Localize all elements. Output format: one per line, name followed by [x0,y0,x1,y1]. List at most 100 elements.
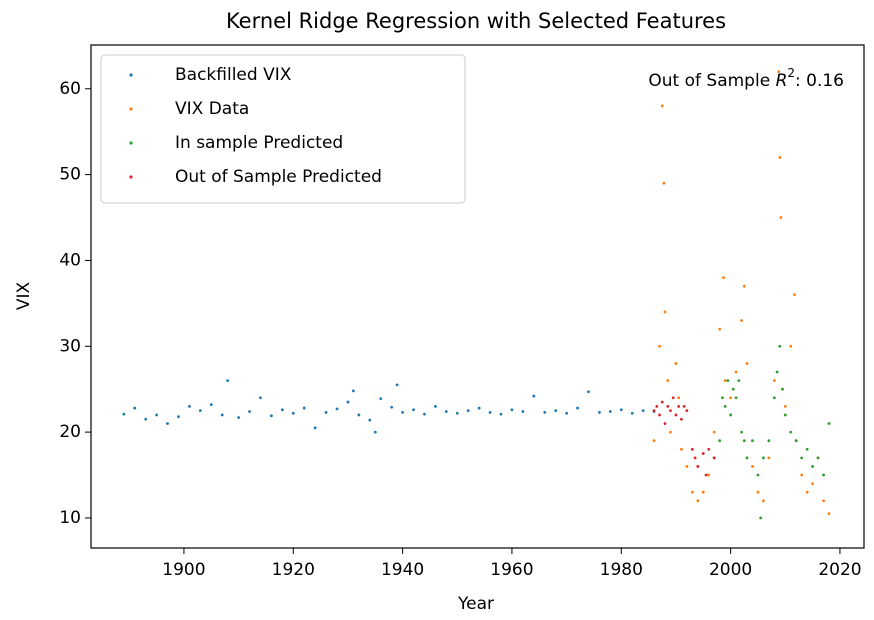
annotation-text: Out of Sample [648,71,775,91]
point [772,379,776,383]
point [800,456,804,460]
point [663,310,667,314]
point [677,404,681,408]
point [587,390,590,394]
point [726,379,730,383]
point [565,411,569,415]
point [794,439,798,443]
legend-box [100,54,466,204]
point [674,362,678,365]
point [805,490,809,494]
point [346,400,350,404]
y-tick-label: 60 [59,79,81,99]
point [789,344,793,348]
y-tick-label: 40 [59,250,81,270]
point [666,404,670,408]
plot-frame [90,44,865,549]
point [477,406,481,410]
point [723,379,727,383]
point [680,447,683,451]
point [658,413,661,417]
point [701,452,705,455]
y-axis-label: VIX [14,282,34,311]
point [368,418,372,422]
point [379,397,383,401]
point [352,389,355,393]
annotation-symbol: R [776,71,788,91]
point [685,409,689,413]
point [767,456,771,460]
point [778,156,782,159]
point [718,327,722,331]
y-tick-label: 20 [59,422,81,442]
point [630,411,634,415]
point [756,473,760,477]
point [712,430,716,434]
point [259,396,262,400]
point [693,456,697,460]
point [669,430,672,434]
annotation-superscript: 2 [787,66,795,80]
point [816,456,820,460]
point [390,405,394,409]
point [722,276,725,280]
point [822,499,825,503]
point [335,407,339,411]
point [781,387,784,391]
annotation-text: : 0.16 [795,71,844,91]
point [690,490,694,494]
point [401,410,405,414]
point [313,426,317,430]
point [543,410,547,414]
point [652,409,656,413]
point [783,413,787,417]
point [122,412,126,416]
point [793,293,796,297]
point [674,413,678,417]
point [827,422,831,425]
point [734,396,738,400]
point [226,379,230,383]
point [701,490,705,494]
point [532,394,536,398]
chart-title: Kernel Ridge Regression with Selected Fe… [226,9,726,33]
point [745,456,749,460]
point [729,396,733,400]
point [682,404,686,408]
point [777,70,781,74]
point [721,396,724,400]
point [499,412,503,416]
point [704,473,708,477]
x-tick-label: 1980 [600,560,643,580]
point [455,411,459,415]
legend-marker [129,73,133,77]
point [718,439,722,443]
point [742,439,746,443]
point [641,409,645,413]
point [751,465,754,468]
point [188,404,191,408]
point [740,319,743,322]
point [660,400,664,404]
point [662,181,666,185]
point [800,473,804,477]
point [209,403,213,407]
point [177,415,180,419]
point [671,396,675,400]
x-axis-label: Year [457,594,494,614]
point [444,410,448,413]
point [521,410,525,413]
legend-label: In sample Predicted [175,133,343,153]
point [680,417,683,421]
x-tick-label: 2000 [709,560,752,580]
point [772,396,776,400]
point [811,482,815,486]
point [619,408,623,412]
point [466,409,470,413]
point [775,370,779,374]
point [805,447,809,451]
point [712,456,716,460]
point [762,456,765,460]
point [811,465,815,468]
